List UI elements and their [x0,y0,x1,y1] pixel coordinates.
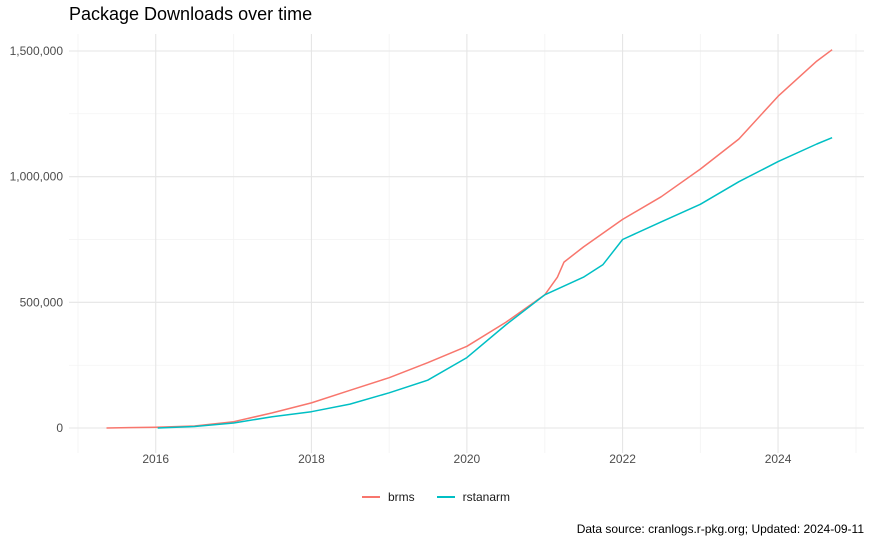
legend-key-brms [361,496,380,498]
x-tick-label: 2018 [298,452,325,466]
y-tick-label: 1,000,000 [10,170,64,184]
line-chart: 2016 2018 2020 2022 2024 0 500,000 1,000,000 1,5… [10,34,864,466]
series-lines [106,49,833,429]
legend-label-brms: brms [387,490,415,504]
legend-entry-rstanarm: rstanarm [436,490,510,504]
legend-entry-brms: brms [361,490,415,504]
axis-labels: 2016 2018 2020 2022 2024 0 500,000 1,000,000 1,5… [10,44,792,466]
series-line-rstanarm [157,137,833,429]
x-tick-label: 2022 [609,452,636,466]
legend-key-rstanarm [436,496,455,498]
legend-label-rstanarm: rstanarm [462,490,510,504]
y-tick-label: 0 [56,421,63,435]
grid-lines [69,34,864,453]
legend: brms rstanarm [0,490,872,504]
x-tick-label: 2024 [765,452,792,466]
x-tick-label: 2020 [454,452,481,466]
chart-caption: Data source: cranlogs.r-pkg.org; Updated… [576,522,864,536]
x-tick-label: 2016 [142,452,169,466]
chart-title: Package Downloads over time [69,4,313,24]
y-tick-label: 1,500,000 [10,44,64,58]
y-tick-label: 500,000 [20,295,64,309]
series-line-brms [106,49,833,429]
